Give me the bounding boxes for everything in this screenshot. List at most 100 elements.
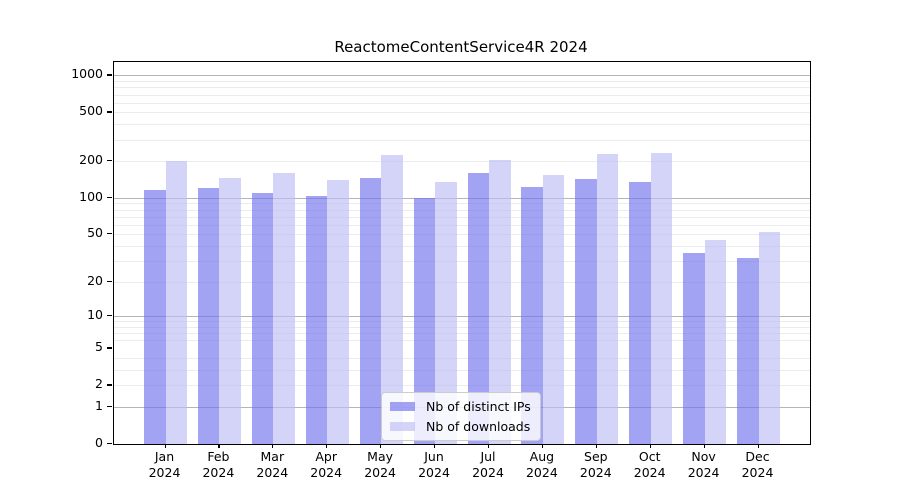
legend-label-distinct-ips: Nb of distinct IPs [426, 399, 531, 414]
x-tick-mark [164, 444, 166, 448]
legend-row-downloads: Nb of downloads [390, 418, 531, 435]
gridline-minor [114, 340, 810, 342]
gridline-minor [114, 81, 810, 83]
gridline-minor [114, 112, 810, 114]
gridline-minor [114, 260, 810, 262]
y-tick-mark [107, 196, 112, 198]
bar-downloads-sep [596, 154, 619, 444]
y-tick-label: 100 [79, 188, 103, 204]
x-tick-mark [595, 444, 597, 448]
bar-ips-dec [737, 257, 759, 444]
x-tick-mark [757, 444, 759, 448]
legend-row-distinct-ips: Nb of distinct IPs [390, 398, 531, 415]
x-tick-label: Nov 2024 [687, 449, 720, 480]
y-tick-label: 200 [79, 152, 103, 168]
y-tick-mark [107, 280, 112, 282]
bar-downloads-jul [489, 160, 511, 444]
gridline-minor [114, 209, 810, 211]
y-tick-mark [107, 233, 112, 235]
y-tick-mark [107, 74, 112, 76]
bar-ips-oct [629, 181, 651, 444]
gridline-minor [114, 245, 810, 247]
x-tick-label: Aug 2024 [525, 449, 558, 480]
y-tick-label: 10 [87, 307, 103, 323]
bar-ips-jun [413, 197, 435, 444]
legend-label-downloads: Nb of downloads [426, 419, 531, 434]
x-tick-label: Oct 2024 [633, 449, 666, 480]
bar-ips-aug [521, 187, 543, 444]
gridline-minor [114, 203, 810, 205]
bar-downloads-aug [542, 174, 565, 444]
gridline-minor [114, 161, 810, 163]
y-tick-label: 1 [95, 398, 103, 413]
gridline-minor [114, 358, 810, 360]
y-tick-mark [107, 443, 112, 445]
y-tick-mark [107, 347, 112, 349]
gridline-minor [114, 87, 810, 89]
bar-downloads-dec [758, 232, 780, 444]
bar-ips-may [359, 177, 382, 444]
bar-ips-apr [305, 196, 328, 444]
bar-ips-jan [144, 190, 166, 444]
y-tick-label: 20 [87, 272, 103, 288]
y-tick-mark [107, 406, 112, 408]
gridline-minor [114, 102, 810, 104]
y-tick-label: 0 [95, 435, 103, 450]
x-tick-mark [703, 444, 705, 448]
y-tick-label: 50 [87, 225, 103, 241]
bar-downloads-feb [219, 177, 241, 444]
bar-downloads-apr [327, 180, 349, 444]
legend: Nb of distinct IPs Nb of downloads [381, 392, 541, 441]
gridline-minor [114, 385, 810, 387]
y-tick-label: 500 [79, 103, 103, 119]
bar-downloads-mar [273, 172, 295, 444]
x-tick-label: Dec 2024 [741, 449, 774, 480]
x-tick-mark [272, 444, 274, 448]
x-tick-mark [218, 444, 220, 448]
gridline-minor [114, 216, 810, 218]
x-tick-label: May 2024 [364, 449, 396, 480]
bar-downloads-jun [435, 181, 457, 444]
y-tick-label: 1000 [71, 66, 103, 82]
chart-title: ReactomeContentService4R 2024 [334, 38, 588, 56]
y-tick-mark [107, 384, 112, 386]
bar-ips-jul [467, 172, 489, 444]
gridline-major [114, 197, 810, 199]
x-tick-label: Jan 2024 [148, 449, 181, 480]
bar-downloads-may [381, 154, 403, 444]
bar-ips-mar [251, 192, 274, 444]
x-tick-label: Sep 2024 [579, 449, 612, 480]
x-tick-label: Mar 2024 [256, 449, 289, 480]
gridline-major [114, 316, 810, 318]
y-tick-label: 5 [95, 339, 103, 355]
x-tick-label: Apr 2024 [310, 449, 343, 480]
x-tick-label: Feb 2024 [202, 449, 235, 480]
gridline-minor [114, 326, 810, 328]
x-tick-mark [541, 444, 544, 448]
x-tick-mark [380, 444, 382, 448]
gridline-minor [114, 94, 810, 96]
bar-ips-sep [575, 178, 597, 444]
plot-area: Nb of distinct IPs Nb of downloads [113, 61, 811, 445]
x-tick-label: Jun 2024 [418, 449, 450, 480]
gridline-minor [114, 124, 810, 126]
gridline-major [114, 75, 810, 77]
x-tick-mark [649, 444, 651, 448]
gridline-minor [114, 321, 810, 323]
legend-swatch-distinct-ips [390, 402, 415, 411]
gridline-minor [114, 370, 810, 371]
y-tick-mark [107, 315, 112, 317]
bar-downloads-oct [650, 153, 673, 444]
gridline-minor [114, 224, 810, 226]
gridline-minor [114, 139, 810, 141]
y-tick-label: 2 [95, 376, 103, 392]
bar-downloads-nov [704, 239, 727, 444]
gridline-minor [114, 333, 810, 335]
x-tick-mark [326, 444, 328, 448]
bar-ips-nov [683, 252, 705, 444]
y-tick-mark [107, 160, 112, 162]
bar-downloads-jan [165, 160, 187, 444]
bar-ips-feb [197, 188, 220, 444]
x-tick-mark [434, 444, 436, 448]
